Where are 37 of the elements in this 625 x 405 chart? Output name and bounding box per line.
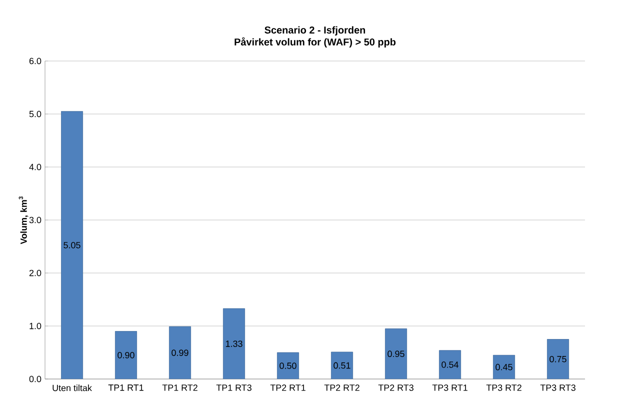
x-tick-label: TP3 RT2 xyxy=(486,384,522,391)
data-label: 0.90 xyxy=(118,352,134,358)
data-label: 5.05 xyxy=(64,242,80,248)
x-tick-label: Uten tiltak xyxy=(52,384,92,392)
y-tick-label: 3.0 xyxy=(29,216,42,224)
y-axis-title: Volum, km$^{3}$ xyxy=(18,196,28,244)
data-label: 0.99 xyxy=(172,350,188,356)
data-label: 0.45 xyxy=(496,364,512,370)
bar xyxy=(385,328,408,379)
y-tick-label: 1.0 xyxy=(30,322,42,330)
x-tick-label: TP2 RT2 xyxy=(324,384,360,391)
chart-title: Scenario 2 - Isfjorden xyxy=(264,26,366,36)
x-tick-label: TP1 RT3 xyxy=(216,384,252,391)
data-label: 0.75 xyxy=(550,356,566,362)
y-tick-label: 0.0 xyxy=(29,376,42,382)
data-label: 0.95 xyxy=(388,350,404,358)
bar xyxy=(61,111,83,379)
x-tick-label: TP3 RT3 xyxy=(540,384,576,391)
bar xyxy=(439,350,462,379)
data-label: 0.50 xyxy=(280,362,296,369)
bar xyxy=(169,326,191,379)
y-tick-label: 6.0 xyxy=(29,58,42,64)
x-tick-label: TP2 RT1 xyxy=(270,384,306,391)
chart-subtitle: Påvirket volum for (WAF) > 50 ppb xyxy=(234,37,396,48)
x-tick-label: TP1 RT1 xyxy=(108,384,144,391)
data-label: 1.33 xyxy=(226,340,242,347)
x-tick-label: TP3 RT1 xyxy=(432,384,468,391)
y-tick-label: 5.0 xyxy=(29,110,42,118)
data-label: 0.51 xyxy=(334,362,350,369)
bar xyxy=(223,308,245,379)
y-tick-label: 4.0 xyxy=(29,164,42,170)
bar xyxy=(115,331,137,379)
x-tick-label: TP2 RT3 xyxy=(378,384,414,391)
bar xyxy=(547,339,570,379)
data-label: 0.54 xyxy=(442,362,458,368)
x-tick-label: TP1 RT2 xyxy=(162,384,198,391)
y-tick-label: 2.0 xyxy=(29,270,42,276)
